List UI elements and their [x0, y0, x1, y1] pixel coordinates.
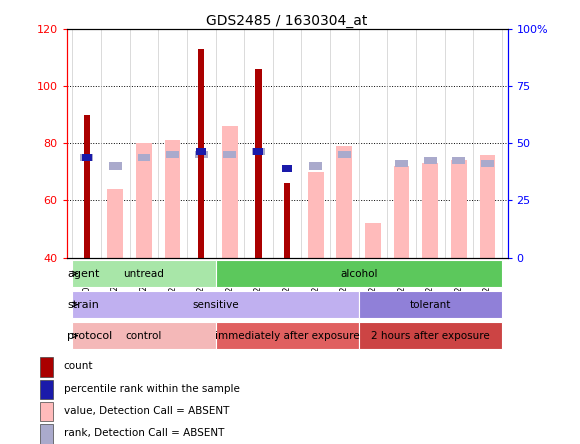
Bar — [284, 183, 290, 258]
Bar — [166, 151, 179, 158]
Bar — [195, 151, 208, 158]
Bar — [39, 424, 53, 444]
Text: value, Detection Call = ABSENT: value, Detection Call = ABSENT — [64, 406, 229, 416]
Bar — [39, 380, 53, 399]
Text: strain: strain — [67, 300, 99, 309]
Bar — [39, 357, 53, 377]
Bar — [252, 148, 265, 155]
Bar — [137, 154, 150, 161]
Bar — [223, 151, 236, 158]
Bar — [84, 115, 90, 258]
Text: alcohol: alcohol — [340, 269, 378, 278]
Bar — [338, 151, 351, 158]
Text: percentile rank within the sample: percentile rank within the sample — [64, 384, 240, 393]
Bar — [196, 148, 206, 155]
Bar — [358, 322, 502, 349]
Bar — [72, 260, 216, 287]
Bar — [481, 160, 494, 167]
Text: agent: agent — [67, 269, 100, 278]
Bar — [82, 154, 92, 161]
Bar — [422, 163, 438, 258]
Text: tolerant: tolerant — [409, 300, 451, 309]
Bar — [165, 140, 180, 258]
Bar — [198, 49, 204, 258]
Title: GDS2485 / 1630304_at: GDS2485 / 1630304_at — [206, 14, 368, 28]
Bar — [39, 402, 53, 421]
Bar — [394, 166, 409, 258]
Text: sensitive: sensitive — [192, 300, 239, 309]
Bar — [452, 157, 465, 164]
Text: immediately after exposure: immediately after exposure — [215, 331, 360, 341]
Bar — [424, 157, 437, 164]
Text: 2 hours after exposure: 2 hours after exposure — [371, 331, 490, 341]
Bar — [109, 163, 122, 170]
Bar — [222, 126, 238, 258]
Text: rank, Detection Call = ABSENT: rank, Detection Call = ABSENT — [64, 428, 224, 438]
Bar — [136, 143, 152, 258]
Bar — [395, 160, 408, 167]
Bar — [72, 291, 358, 318]
Bar — [80, 154, 93, 161]
Bar — [282, 165, 292, 172]
Bar — [358, 291, 502, 318]
Text: count: count — [64, 361, 93, 371]
Bar — [216, 260, 502, 287]
Bar — [255, 69, 262, 258]
Text: untread: untread — [124, 269, 164, 278]
Bar — [336, 146, 352, 258]
Bar — [253, 148, 263, 155]
Bar — [480, 155, 495, 258]
Bar — [451, 160, 467, 258]
Text: protocol: protocol — [67, 331, 113, 341]
Text: control: control — [126, 331, 162, 341]
Bar — [107, 189, 123, 258]
Bar — [308, 172, 324, 258]
Bar — [216, 322, 358, 349]
Bar — [365, 223, 381, 258]
Bar — [309, 163, 322, 170]
Bar — [72, 322, 216, 349]
